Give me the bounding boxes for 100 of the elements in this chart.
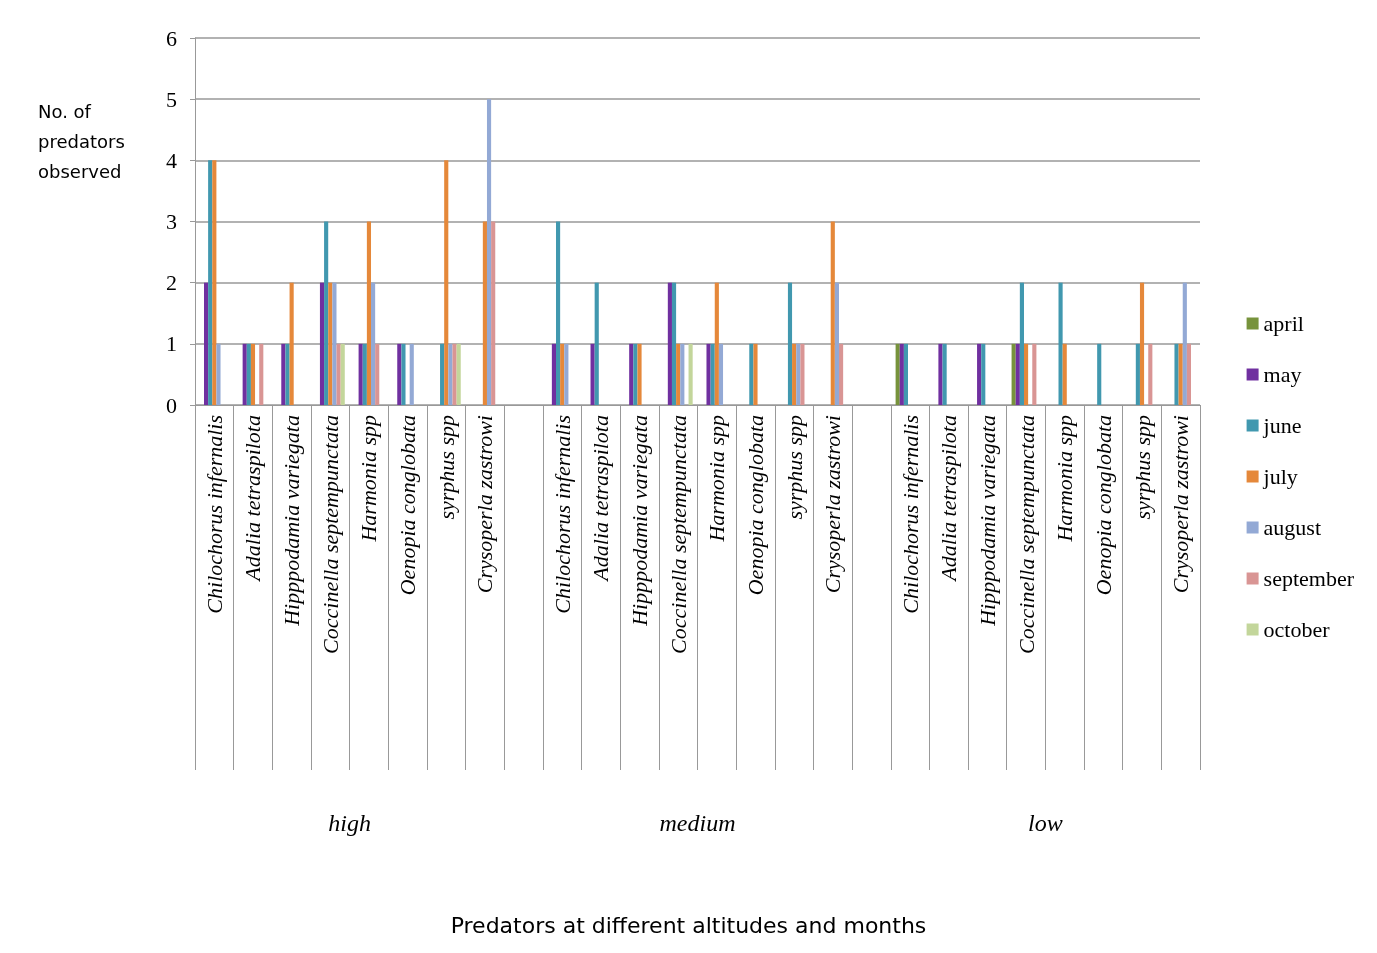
- bar: [1011, 343, 1016, 405]
- bar: [1178, 343, 1183, 405]
- bar: [362, 343, 367, 405]
- bar: [895, 343, 900, 405]
- x-tick-label: syrphus spp: [781, 415, 807, 520]
- bar: [564, 343, 569, 405]
- bar: [1186, 343, 1192, 405]
- bar: [633, 343, 638, 405]
- bar: [375, 343, 380, 405]
- bar: [1023, 343, 1029, 405]
- text: low: [1028, 810, 1063, 836]
- bar: [324, 221, 329, 405]
- bar: [556, 221, 561, 405]
- x-tick-label: Coccinella septempunctata: [665, 415, 691, 654]
- bar: [903, 343, 909, 405]
- legend-label: april: [1263, 311, 1304, 336]
- x-tick-label: syrphus spp: [433, 415, 459, 520]
- bar: [208, 160, 213, 405]
- bar: [1062, 343, 1067, 405]
- x-tick-label: syrphus spp: [1129, 415, 1155, 520]
- bar: [792, 343, 797, 405]
- y-axis-title: No. of predators observed: [38, 100, 125, 182]
- x-tick-label: Oenopia conglobata: [742, 415, 768, 596]
- x-tick-label: Adalia tetraspilota: [240, 415, 266, 583]
- bar: [332, 282, 337, 405]
- bar: [482, 221, 487, 405]
- bar: [1097, 343, 1102, 405]
- bar: [285, 343, 290, 405]
- text: Predators at different altitudes and months: [450, 912, 927, 938]
- bar: [718, 343, 724, 405]
- legend-label: july: [1262, 464, 1298, 489]
- x-tick-label: Harmonia spp: [704, 415, 730, 543]
- x-tick-label: Chilochorus infernalis: [549, 415, 575, 614]
- text: medium: [659, 810, 736, 836]
- bar: [1174, 343, 1179, 405]
- bar: [1032, 343, 1037, 405]
- bar: [637, 343, 642, 405]
- bar: [676, 343, 681, 405]
- text: high: [328, 810, 371, 836]
- bar: [796, 343, 801, 405]
- y-tick-label: 5: [166, 86, 177, 112]
- y-tick-label: 1: [166, 331, 177, 357]
- bar: [1139, 282, 1145, 405]
- bar: [358, 343, 363, 405]
- bar: [753, 343, 758, 405]
- x-tick-label: Oenopia conglobata: [395, 415, 421, 596]
- bar: [1058, 282, 1063, 405]
- x-tick-label: Harmonia spp: [356, 415, 382, 543]
- bar: [977, 343, 982, 405]
- bar: [366, 221, 372, 405]
- legend-label: june: [1262, 413, 1302, 438]
- bar: [397, 343, 402, 405]
- x-tick-label: Hipppodamia variegata: [974, 415, 1000, 627]
- bar: [242, 343, 247, 405]
- bar: [336, 343, 341, 405]
- bar: [281, 343, 286, 405]
- legend-label: september: [1263, 566, 1355, 591]
- x-tick-label: Coccinella septempunctata: [317, 415, 343, 654]
- bar: [800, 343, 805, 405]
- bar: [981, 343, 986, 405]
- bar: [787, 282, 793, 405]
- x-tick-label: Hipppodamia variegata: [627, 415, 653, 627]
- legend-label: august: [1263, 515, 1322, 540]
- bar: [1148, 343, 1153, 405]
- y-tick-label: 0: [166, 392, 177, 418]
- bar: [456, 343, 461, 405]
- x-tick-label: Oenopia conglobata: [1090, 415, 1116, 596]
- bar: [409, 343, 414, 405]
- x-tick-label: Hipppodamia variegata: [279, 415, 305, 627]
- x-tick-label: Crysoperla zastrowi: [1168, 415, 1194, 594]
- bar: [448, 343, 453, 405]
- bar: [250, 343, 256, 405]
- bar: [212, 160, 217, 405]
- bar: [1182, 282, 1187, 405]
- y-tick-label: 6: [166, 25, 177, 51]
- bar: [203, 282, 209, 405]
- y-tick-label: 3: [166, 209, 177, 234]
- y-tick-label: 2: [166, 270, 177, 296]
- bar: [667, 282, 672, 405]
- x-tick-label: Chilochorus infernalis: [897, 415, 923, 614]
- bar: [594, 282, 599, 405]
- bar: [440, 343, 445, 405]
- bar: [629, 343, 634, 405]
- bar: [749, 343, 754, 405]
- bar: [328, 282, 333, 405]
- bar: [452, 343, 457, 405]
- bar: [491, 221, 496, 405]
- x-tick-label: Adalia tetraspilota: [936, 415, 962, 583]
- bar: [830, 221, 835, 405]
- bar: [551, 343, 556, 405]
- x-tick-label: Coccinella septempunctata: [1013, 415, 1039, 654]
- bar: [1135, 343, 1140, 405]
- x-tick-label: Adalia tetraspilota: [588, 415, 614, 583]
- x-tick-label: Crysoperla zastrowi: [472, 415, 498, 594]
- bar: [706, 343, 711, 405]
- bar: [671, 282, 677, 405]
- bar: [246, 343, 251, 405]
- bar: [942, 343, 947, 405]
- bar: [401, 343, 406, 405]
- bar: [1015, 343, 1020, 405]
